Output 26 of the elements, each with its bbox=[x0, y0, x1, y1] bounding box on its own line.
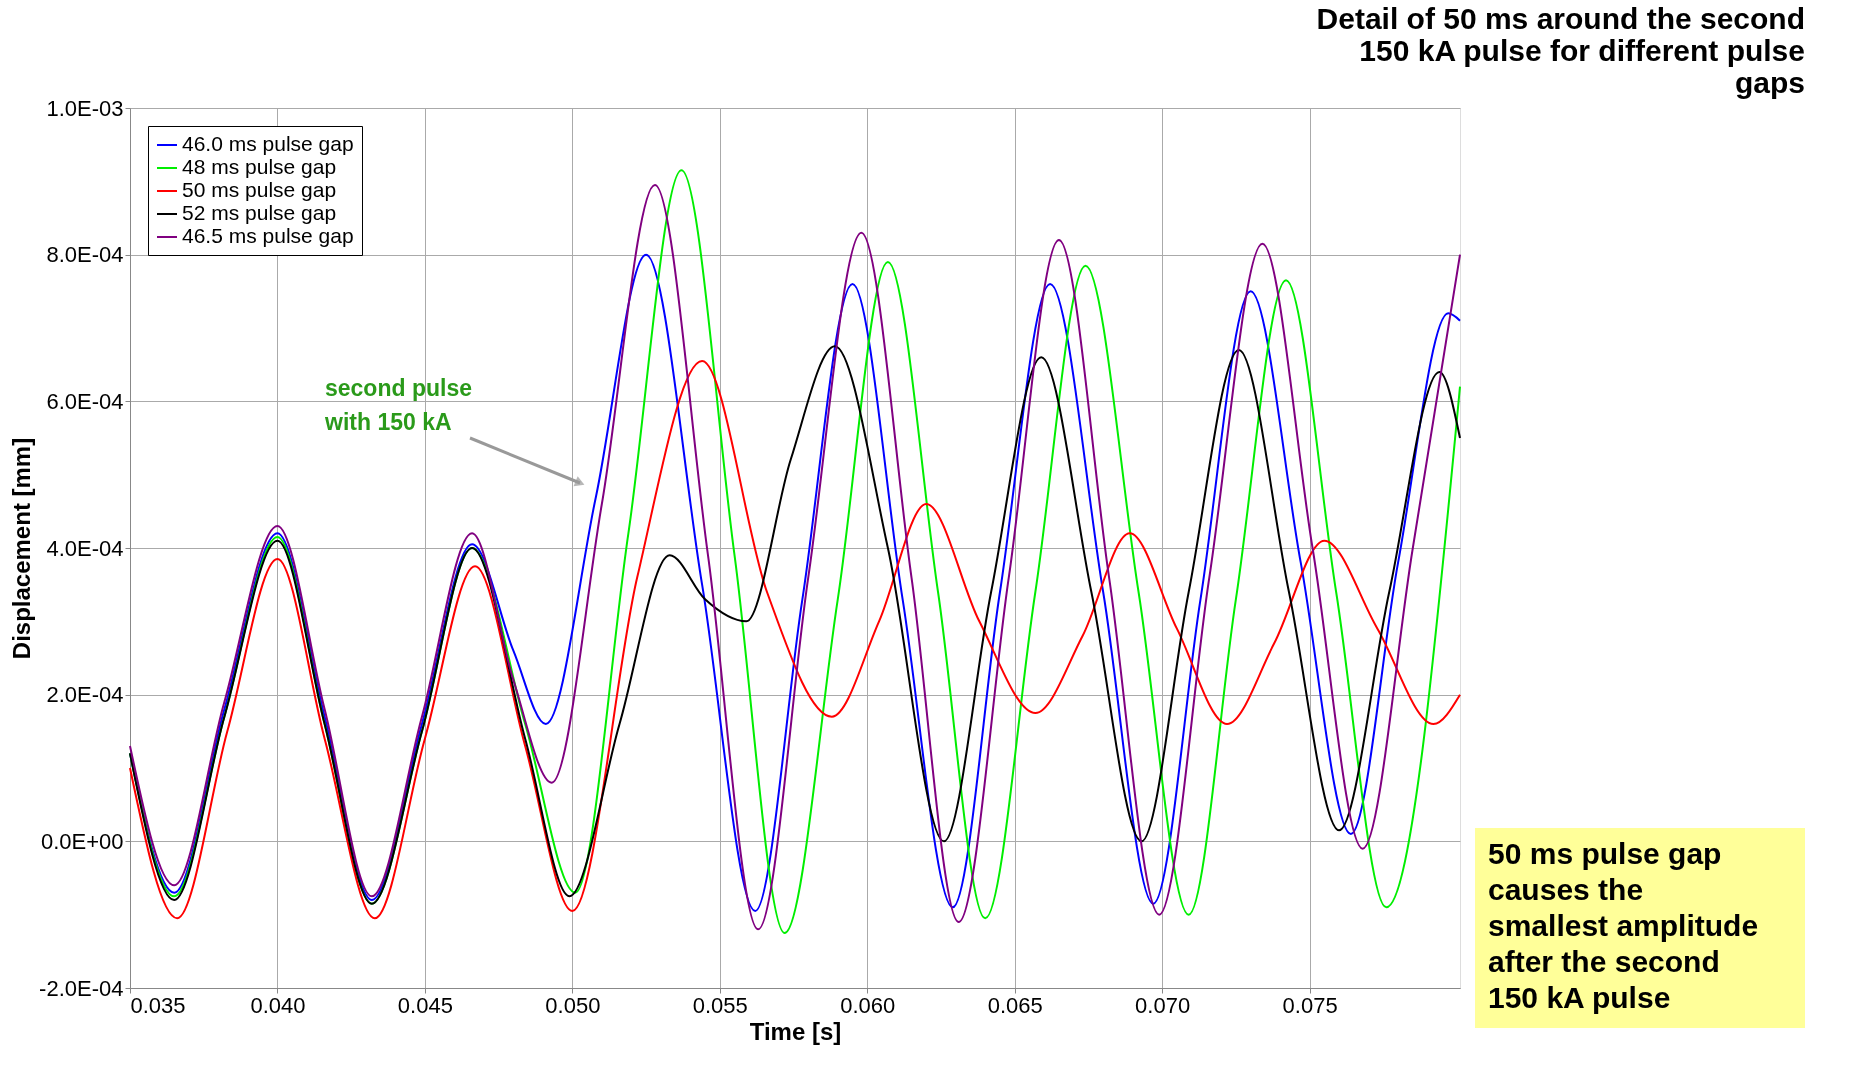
y-tick-label: 2.0E-04 bbox=[46, 682, 124, 708]
legend-label: 50 ms pulse gap bbox=[182, 178, 337, 201]
x-tick-label: 0.060 bbox=[840, 992, 896, 1018]
y-tick-label: 6.0E-04 bbox=[46, 388, 124, 414]
legend-label: 52 ms pulse gap bbox=[182, 201, 337, 224]
text: 50 ms pulse gap causes the smallest amplitude after the second 150 kA pulse bbox=[1488, 837, 1759, 1014]
x-tick-label: 0.035 bbox=[130, 992, 186, 1018]
y-tick-label: 8.0E-04 bbox=[46, 242, 124, 268]
x-tick-label: 0.065 bbox=[987, 992, 1043, 1018]
x-tick-label: 0.055 bbox=[692, 992, 748, 1018]
x-tick-label: 0.075 bbox=[1282, 992, 1338, 1018]
legend-label: 46.0 ms pulse gap bbox=[182, 132, 354, 155]
annotation: second pulse with 150 kA bbox=[324, 375, 472, 435]
text: Detail of 50 ms around the second 150 kA pulse for different pulse gaps bbox=[1316, 2, 1805, 99]
x-tick-label: 0.050 bbox=[545, 992, 601, 1018]
x-axis-title: Time [s] bbox=[749, 1017, 842, 1045]
y-tick-label: 0.0E+00 bbox=[40, 828, 124, 854]
y-tick-label: 4.0E-04 bbox=[46, 535, 124, 561]
legend-label: 46.5 ms pulse gap bbox=[182, 224, 354, 247]
x-tick-label: 0.070 bbox=[1135, 992, 1191, 1018]
x-tick-label: 0.040 bbox=[250, 992, 306, 1018]
y-tick-label: -2.0E-04 bbox=[39, 975, 124, 1001]
y-tick-label: 1.0E-03 bbox=[46, 95, 124, 121]
y-axis-title: Displacement [mm] bbox=[8, 437, 36, 660]
legend-label: 48 ms pulse gap bbox=[182, 155, 337, 178]
x-tick-label: 0.045 bbox=[397, 992, 453, 1018]
